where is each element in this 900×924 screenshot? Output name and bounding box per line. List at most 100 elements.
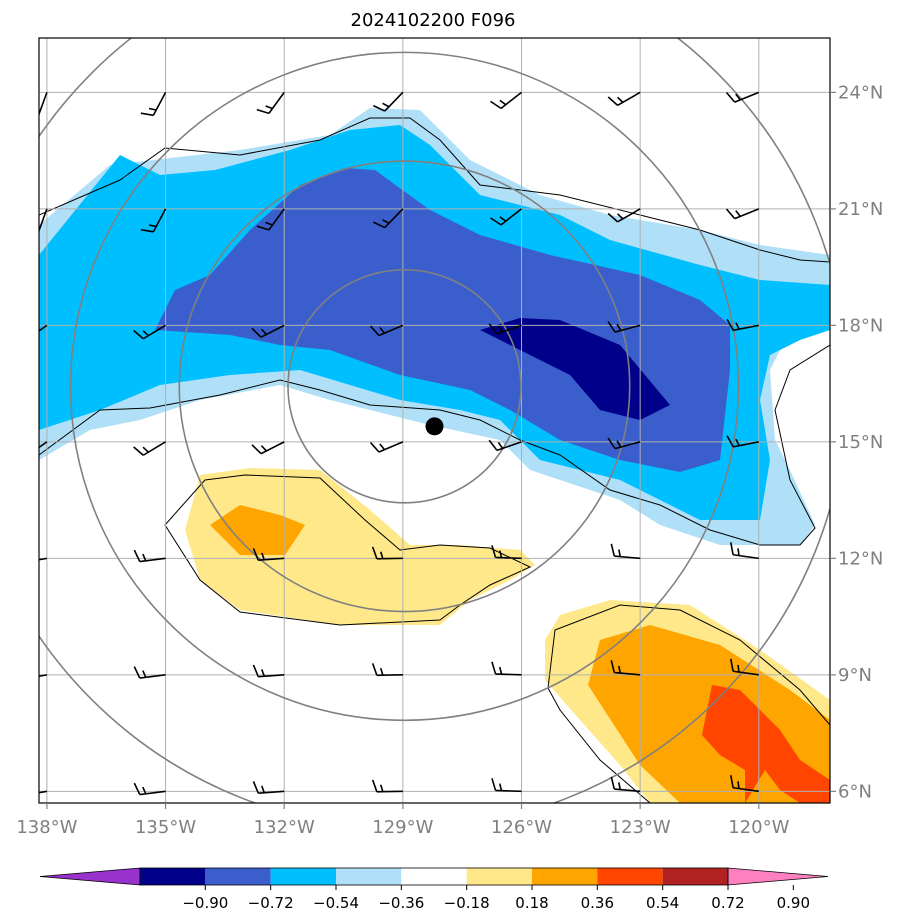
wind-barb [491, 778, 522, 793]
wind-barb [256, 208, 285, 231]
wind-barb [607, 208, 641, 223]
wind-barb [607, 321, 641, 333]
storm-center-marker [425, 417, 444, 436]
range-rings [39, 38, 830, 803]
wind-barb [491, 661, 522, 676]
wind-barb [491, 545, 522, 560]
colorbar-tick-label: 0.54 [646, 894, 679, 912]
wind-barb [39, 790, 48, 797]
y-tick-label: 24°N [838, 82, 883, 103]
colorbar-tick-label: −0.90 [182, 894, 228, 912]
wind-barb [729, 542, 759, 560]
colorbar-outline [139, 867, 729, 886]
wind-barb [371, 779, 403, 793]
colorbar-segment [205, 868, 271, 885]
colorbar-tick-label: −0.72 [248, 894, 294, 912]
colorbar-extend-low [39, 867, 141, 886]
y-axis-ticks: 24°N 21°N 18°N 15°N 12°N 9°N 6°N [830, 82, 883, 802]
wind-barb [607, 437, 641, 450]
colorbar-segment [466, 868, 532, 885]
range-ring [69, 51, 740, 722]
wind-barb [488, 323, 522, 335]
wind-barb [39, 92, 48, 118]
wind-barb [607, 91, 641, 107]
colorbar-tick-label: 0.72 [711, 894, 744, 912]
colorbar-tick-label: −0.54 [313, 894, 359, 912]
wind-barb [726, 318, 759, 332]
wind-barb [729, 658, 759, 676]
wind-barb [610, 543, 641, 560]
wind-barb [39, 557, 48, 564]
wind-barb [369, 441, 404, 453]
x-tick-label: 135°W [135, 817, 196, 838]
contour-north [39, 117, 830, 263]
colorbar-tick-label: 0.18 [515, 894, 548, 912]
colorbar-segment [336, 868, 402, 885]
fill-royal-blue [155, 168, 730, 472]
y-tick-label: 9°N [838, 665, 872, 686]
wind-barb [490, 208, 523, 226]
colorbar-tick-label: −0.18 [444, 894, 490, 912]
wind-barb [39, 674, 48, 681]
wind-barb [726, 435, 759, 448]
colorbar-tick-label: 0.90 [777, 894, 810, 912]
plot-frame [38, 37, 831, 804]
fill-navy [480, 318, 670, 420]
wind-barb [39, 324, 48, 341]
wind-barb [140, 91, 167, 117]
colorbar: −0.90 −0.72 −0.54 −0.36 −0.18 0.18 0.36 0.54 0.7… [39, 867, 829, 912]
anomaly-fills [39, 108, 830, 803]
wind-barb [369, 324, 404, 337]
wind-barb [252, 664, 285, 678]
contour-yellow-se [547, 604, 830, 803]
wind-barb [133, 324, 166, 340]
colorbar-segment [401, 868, 467, 885]
x-tick-label: 126°W [491, 817, 552, 838]
fill-orange-west [210, 505, 305, 555]
fill-redorange-se [702, 685, 830, 803]
chart-title: 2024102200 F096 [351, 10, 516, 31]
colorbar-tick-label: −0.36 [378, 894, 424, 912]
wind-barb [729, 775, 759, 793]
wind-barb [251, 441, 285, 455]
wind-barb [39, 441, 48, 458]
fill-yellow-west [185, 468, 535, 625]
wind-barb [140, 208, 167, 233]
colorbar-segment [597, 868, 663, 885]
y-tick-label: 18°N [838, 315, 883, 336]
wind-barb [725, 208, 760, 220]
colorbar-segment [532, 868, 598, 885]
colorbar-segment [270, 868, 336, 885]
colorbar-extend-high [727, 867, 829, 886]
colorbar-segment [140, 868, 206, 885]
wind-barb [133, 549, 166, 563]
wind-barb [490, 91, 523, 110]
y-tick-label: 21°N [838, 199, 883, 220]
wind-barb [725, 91, 760, 103]
wind-barb [252, 548, 285, 561]
y-tick-label: 12°N [838, 548, 883, 569]
wind-barb [371, 546, 403, 560]
wind-barb [488, 439, 522, 452]
wind-barb [373, 91, 404, 112]
wind-barbs [39, 91, 760, 797]
colorbar-tick-label: 0.36 [581, 894, 614, 912]
wind-barb [256, 91, 285, 115]
wind-barb [373, 208, 404, 229]
wind-barb [371, 663, 403, 677]
gridlines [39, 38, 830, 803]
wind-barb [133, 441, 166, 456]
x-axis-ticks: 138°W 135°W 132°W 129°W 126°W 123°W 120°W [16, 803, 790, 838]
y-tick-label: 6°N [838, 781, 872, 802]
range-ring [178, 160, 631, 613]
x-tick-label: 138°W [16, 817, 77, 838]
y-tick-label: 15°N [838, 432, 883, 453]
colorbar-segment [662, 868, 728, 885]
x-tick-label: 129°W [372, 817, 433, 838]
x-tick-label: 123°W [610, 817, 671, 838]
wind-barb [251, 324, 285, 338]
x-tick-label: 132°W [254, 817, 315, 838]
contour-south-band [39, 344, 830, 546]
